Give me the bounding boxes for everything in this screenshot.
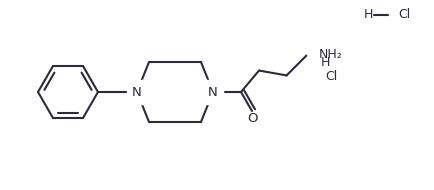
Text: Cl: Cl bbox=[398, 9, 410, 21]
Text: H: H bbox=[363, 9, 373, 21]
Text: H: H bbox=[320, 56, 330, 70]
Text: Cl: Cl bbox=[325, 70, 337, 83]
Text: N: N bbox=[132, 86, 142, 98]
Text: O: O bbox=[248, 112, 258, 125]
Text: N: N bbox=[208, 86, 218, 98]
Text: NH₂: NH₂ bbox=[319, 48, 342, 61]
